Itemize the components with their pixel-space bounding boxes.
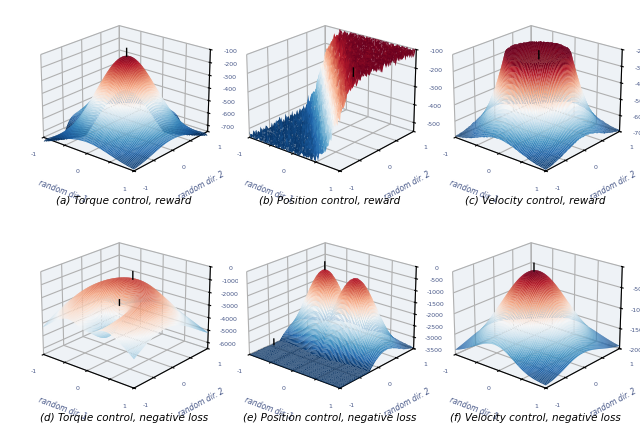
X-axis label: random dir. 1: random dir. 1: [449, 178, 500, 204]
X-axis label: random dir. 1: random dir. 1: [243, 178, 294, 204]
Y-axis label: random dir. 2: random dir. 2: [177, 170, 226, 202]
X-axis label: random dir. 1: random dir. 1: [449, 395, 500, 422]
Text: (d) Torque control, negative loss: (d) Torque control, negative loss: [40, 413, 208, 423]
X-axis label: random dir. 1: random dir. 1: [37, 178, 88, 204]
Text: (e) Position control, negative loss: (e) Position control, negative loss: [243, 413, 416, 423]
Y-axis label: random dir. 2: random dir. 2: [589, 170, 638, 202]
Text: (a) Torque control, reward: (a) Torque control, reward: [56, 196, 191, 206]
Y-axis label: random dir. 2: random dir. 2: [589, 387, 638, 419]
X-axis label: random dir. 1: random dir. 1: [37, 395, 88, 422]
Y-axis label: random dir. 2: random dir. 2: [383, 170, 432, 202]
Y-axis label: random dir. 2: random dir. 2: [177, 387, 226, 419]
Text: (b) Position control, reward: (b) Position control, reward: [259, 196, 400, 206]
Y-axis label: random dir. 2: random dir. 2: [383, 387, 432, 419]
X-axis label: random dir. 1: random dir. 1: [243, 395, 294, 422]
Text: (c) Velocity control, reward: (c) Velocity control, reward: [465, 196, 606, 206]
Text: (f) Velocity control, negative loss: (f) Velocity control, negative loss: [450, 413, 621, 423]
